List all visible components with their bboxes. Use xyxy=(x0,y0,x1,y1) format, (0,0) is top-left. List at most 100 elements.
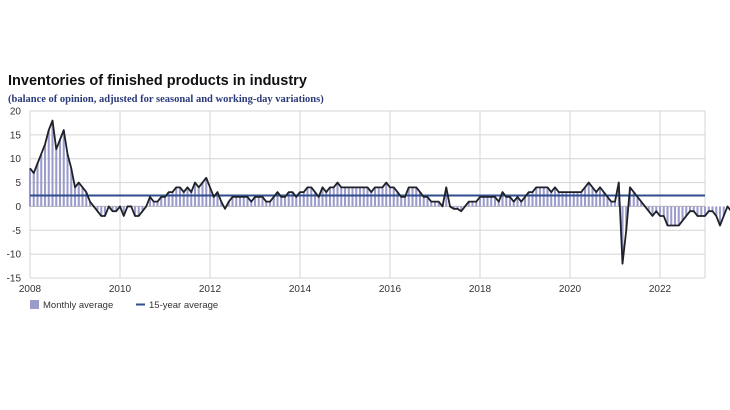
bar-monthly xyxy=(561,192,564,207)
bar-monthly xyxy=(467,201,470,207)
bar-monthly xyxy=(152,201,155,207)
bar-monthly xyxy=(51,120,54,207)
bar-monthly xyxy=(302,192,305,207)
bar-monthly xyxy=(460,206,463,212)
legend-label-monthly: Monthly average xyxy=(43,300,113,311)
y-tick-label: 20 xyxy=(10,107,22,118)
bar-monthly xyxy=(208,187,212,207)
bar-monthly xyxy=(718,206,722,226)
bar-monthly xyxy=(160,196,163,207)
bar-monthly xyxy=(430,201,433,207)
bar-monthly xyxy=(520,201,523,207)
bar-monthly xyxy=(452,206,455,209)
bar-monthly xyxy=(486,196,489,207)
bar-monthly xyxy=(32,173,35,207)
bar-monthly xyxy=(531,192,534,207)
chart-subtitle: (balance of opinion, adjusted for season… xyxy=(8,94,324,105)
x-axis-ticks: 2008 2010 2012 2014 2016 2018 2020 2022 xyxy=(19,284,672,295)
bar-monthly xyxy=(310,187,313,207)
x-tick-label: 2020 xyxy=(559,284,582,295)
bar-monthly xyxy=(583,187,587,207)
bar-monthly xyxy=(658,206,662,216)
bar-monthly xyxy=(478,196,482,207)
bar-monthly xyxy=(703,206,707,216)
bar-monthly xyxy=(568,192,572,207)
bar-monthly xyxy=(407,187,410,207)
bar-monthly xyxy=(306,187,309,207)
bar-monthly xyxy=(523,196,527,207)
bar-monthly xyxy=(493,196,497,207)
bar-monthly xyxy=(632,192,635,207)
bar-monthly xyxy=(595,192,598,207)
bar-monthly xyxy=(490,196,493,207)
bar-monthly xyxy=(546,187,549,207)
bar-monthly xyxy=(610,201,613,207)
legend-label-average: 15-year average xyxy=(149,300,218,311)
bar-monthly xyxy=(220,201,223,207)
bar-monthly xyxy=(591,187,594,207)
bar-monthly xyxy=(482,196,485,207)
bar-monthly xyxy=(36,163,39,207)
bar-monthly xyxy=(205,177,208,207)
bar-monthly xyxy=(186,187,189,207)
bar-monthly xyxy=(47,130,50,207)
y-tick-label: 0 xyxy=(15,202,21,213)
bar-monthly xyxy=(681,206,684,221)
x-tick-label: 2010 xyxy=(109,284,132,295)
bar-monthly xyxy=(238,196,242,207)
bar-monthly xyxy=(673,206,677,226)
bar-monthly xyxy=(396,192,399,207)
bar-monthly xyxy=(100,206,103,216)
y-tick-label: -5 xyxy=(12,226,21,237)
bar-monthly xyxy=(422,196,425,207)
bar-monthly xyxy=(598,187,602,207)
bar-monthly xyxy=(81,187,84,207)
bar-monthly xyxy=(317,196,320,207)
bar-monthly xyxy=(707,206,710,212)
bar-monthly xyxy=(565,192,568,207)
bar-monthly xyxy=(250,201,253,207)
bar-monthly xyxy=(261,196,264,207)
bar-monthly xyxy=(103,206,107,216)
bar-monthly xyxy=(231,196,234,207)
bar-monthly xyxy=(212,196,215,207)
bar-monthly xyxy=(370,192,373,207)
bar-monthly xyxy=(715,206,718,216)
bar-monthly xyxy=(73,187,77,207)
bar-monthly xyxy=(415,187,418,207)
bar-monthly xyxy=(355,187,358,207)
y-axis-ticks: 20 15 10 5 0 -5 -10 -15 xyxy=(7,107,22,285)
bar-monthly xyxy=(148,196,152,207)
x-tick-label: 2018 xyxy=(469,284,492,295)
bar-monthly xyxy=(625,206,628,231)
bar-monthly xyxy=(411,187,414,207)
chart-title: Inventories of finished products in indu… xyxy=(8,73,307,89)
bar-monthly xyxy=(295,196,298,207)
bar-monthly xyxy=(163,196,167,207)
bar-monthly xyxy=(456,206,459,209)
bar-monthly xyxy=(550,192,553,207)
bar-monthly xyxy=(43,144,47,207)
bar-monthly xyxy=(235,196,238,207)
bar-monthly xyxy=(696,206,699,216)
bar-monthly xyxy=(190,192,193,207)
bar-monthly xyxy=(62,130,65,207)
bar-monthly xyxy=(358,187,362,207)
bar-monthly xyxy=(437,201,440,207)
bar-monthly xyxy=(692,206,695,212)
x-tick-label: 2012 xyxy=(199,284,222,295)
bar-monthly xyxy=(85,192,88,207)
bar-monthly xyxy=(141,206,144,212)
bar-monthly xyxy=(640,201,643,207)
y-tick-label: 15 xyxy=(10,130,22,141)
y-tick-label: -10 xyxy=(7,250,22,261)
x-tick-label: 2016 xyxy=(379,284,402,295)
bar-monthly xyxy=(253,196,257,207)
bar-monthly xyxy=(291,192,294,207)
bar-monthly xyxy=(471,201,474,207)
bar-monthly xyxy=(722,206,725,216)
y-tick-label: 5 xyxy=(15,178,21,189)
bar-monthly xyxy=(257,196,260,207)
bar-monthly xyxy=(505,196,508,207)
bar-monthly xyxy=(340,187,343,207)
